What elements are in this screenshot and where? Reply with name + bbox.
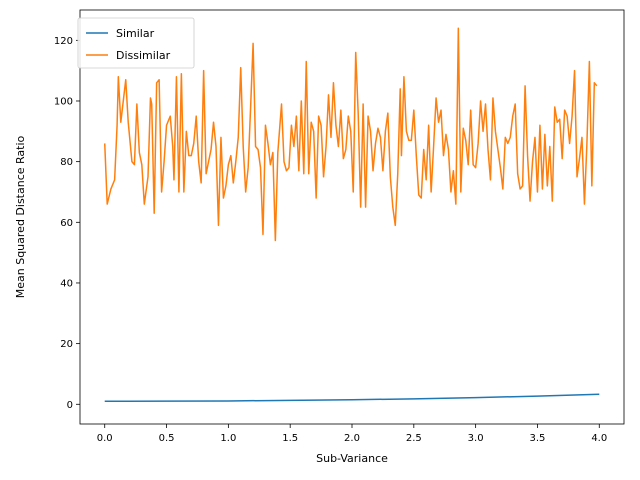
x-tick-label: 0.5 <box>159 433 175 444</box>
x-axis-label: Sub-Variance <box>316 452 388 465</box>
series-line-similar <box>104 393 600 402</box>
plot-lines <box>103 27 600 402</box>
x-tick-label: 1.5 <box>282 433 298 444</box>
x-tick-label: 4.0 <box>591 433 607 444</box>
legend-label-similar: Similar <box>116 27 155 40</box>
y-axis-label: Mean Squared Distance Ratio <box>14 135 27 298</box>
x-tick-label: 1.0 <box>220 433 236 444</box>
y-tick-label: 100 <box>54 96 73 107</box>
legend-label-dissimilar: Dissimilar <box>116 49 171 62</box>
x-tick-label: 0.0 <box>97 433 113 444</box>
x-tick-label: 3.0 <box>468 433 484 444</box>
x-tick-label: 2.0 <box>344 433 360 444</box>
y-axis-ticks: 0 20 40 60 80 100 120 <box>54 36 80 411</box>
y-tick-label: 40 <box>60 278 73 289</box>
y-tick-label: 120 <box>54 36 73 47</box>
y-tick-label: 80 <box>60 157 73 168</box>
x-tick-label: 2.5 <box>406 433 422 444</box>
y-tick-label: 20 <box>60 339 73 350</box>
series-line-dissimilar <box>103 27 598 242</box>
x-axis-ticks: 0.0 0.5 1.0 1.5 2.0 2.5 3.0 3.5 4.0 <box>97 424 607 444</box>
y-tick-label: 0 <box>67 400 73 411</box>
x-tick-label: 3.5 <box>530 433 546 444</box>
legend: Similar Dissimilar <box>77 17 195 69</box>
y-tick-label: 60 <box>60 218 73 229</box>
